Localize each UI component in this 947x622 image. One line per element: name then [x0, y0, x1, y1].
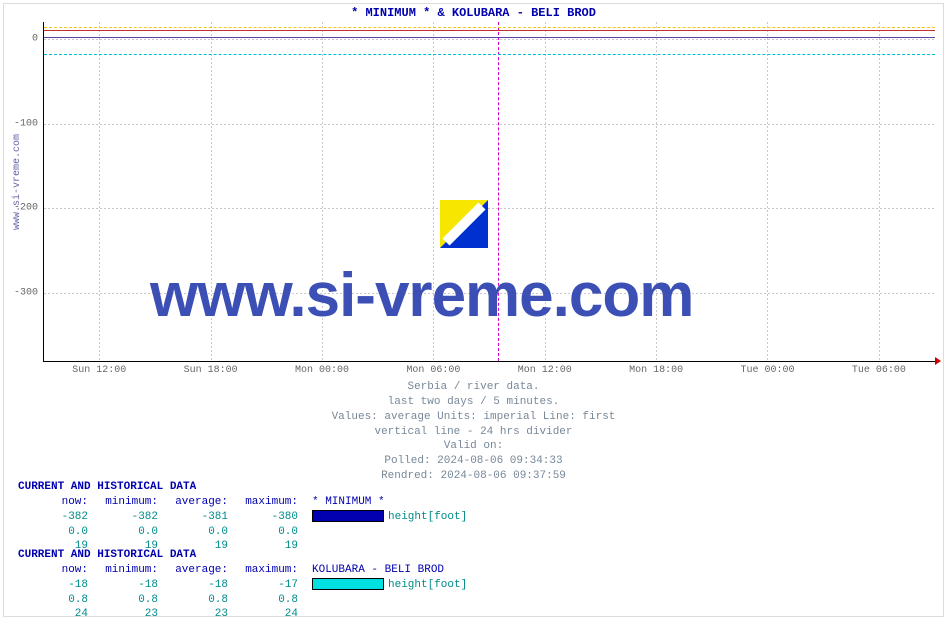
- col-header: now:: [18, 495, 88, 510]
- cell: 0.0: [18, 525, 88, 540]
- table-row: 0.00.00.00.0: [18, 525, 467, 540]
- x-tick-label: Mon 00:00: [295, 365, 349, 376]
- grid-h: [44, 124, 935, 125]
- table-title: CURRENT AND HISTORICAL DATA: [18, 548, 467, 563]
- legend-label: height[foot]: [388, 510, 467, 525]
- legend-swatch: [312, 510, 384, 522]
- series-min-yellow: [44, 27, 935, 28]
- cell: -17: [228, 578, 298, 593]
- caption-line: Serbia / river data.: [0, 380, 947, 395]
- cell: 0.8: [158, 593, 228, 608]
- cell: -382: [88, 510, 158, 525]
- y-tick-label: -100: [14, 118, 38, 129]
- table-row: 0.80.80.80.8: [18, 593, 467, 608]
- cell: 0.8: [18, 593, 88, 608]
- col-header: now:: [18, 563, 88, 578]
- col-header: maximum:: [228, 563, 298, 578]
- y-tick-label: 0: [32, 33, 38, 44]
- cell: 0.0: [88, 525, 158, 540]
- col-header: average:: [158, 563, 228, 578]
- cell: -380: [228, 510, 298, 525]
- x-tick-label: Mon 12:00: [518, 365, 572, 376]
- caption-block: Serbia / river data. last two days / 5 m…: [0, 380, 947, 484]
- cell: 0.0: [228, 525, 298, 540]
- cell: -18: [158, 578, 228, 593]
- series-kol-cyan: [44, 54, 935, 55]
- table-columns: now:minimum:average:maximum: KOLUBARA - B…: [18, 563, 467, 578]
- x-tick-label: Tue 06:00: [852, 365, 906, 376]
- x-axis-arrow: [935, 357, 941, 365]
- col-header: maximum:: [228, 495, 298, 510]
- watermark-logo: [440, 200, 488, 248]
- y-tick-label: -200: [14, 203, 38, 214]
- x-tick-label: Mon 18:00: [629, 365, 683, 376]
- chart-title: * MINIMUM * & KOLUBARA - BELI BROD: [0, 6, 947, 20]
- col-header: average:: [158, 495, 228, 510]
- series-min-red: [44, 30, 935, 31]
- caption-line: Values: average Units: imperial Line: fi…: [0, 410, 947, 425]
- table-row: -382-382-381-380height[foot]: [18, 510, 467, 525]
- grid-h: [44, 39, 935, 40]
- caption-line: vertical line - 24 hrs divider: [0, 425, 947, 440]
- cell: 0.8: [88, 593, 158, 608]
- caption-line: Valid on:: [0, 439, 947, 454]
- legend-label: height[foot]: [388, 578, 467, 593]
- cell: -18: [88, 578, 158, 593]
- grid-v: [99, 22, 100, 361]
- table-row: -18-18-18-17height[foot]: [18, 578, 467, 593]
- series-min-purple: [44, 37, 935, 38]
- cell: -381: [158, 510, 228, 525]
- cell: 0.8: [228, 593, 298, 608]
- grid-v: [767, 22, 768, 361]
- watermark-text: www.si-vreme.com: [150, 260, 693, 331]
- legend-swatch: [312, 578, 384, 590]
- data-table: CURRENT AND HISTORICAL DATAnow:minimum:a…: [18, 548, 467, 622]
- x-tick-label: Tue 00:00: [740, 365, 794, 376]
- col-header: minimum:: [88, 495, 158, 510]
- data-table: CURRENT AND HISTORICAL DATAnow:minimum:a…: [18, 480, 467, 554]
- station-name: * MINIMUM *: [312, 495, 385, 510]
- x-tick-label: Sun 18:00: [184, 365, 238, 376]
- cell: -18: [18, 578, 88, 593]
- col-header: minimum:: [88, 563, 158, 578]
- table-columns: now:minimum:average:maximum: * MINIMUM *: [18, 495, 467, 510]
- grid-v: [879, 22, 880, 361]
- station-name: KOLUBARA - BELI BROD: [312, 563, 444, 578]
- y-tick-label: -300: [14, 288, 38, 299]
- x-tick-label: Mon 06:00: [406, 365, 460, 376]
- caption-line: last two days / 5 minutes.: [0, 395, 947, 410]
- cell: 0.0: [158, 525, 228, 540]
- table-title: CURRENT AND HISTORICAL DATA: [18, 480, 467, 495]
- caption-line: Polled: 2024-08-06 09:34:33: [0, 454, 947, 469]
- cell: -382: [18, 510, 88, 525]
- x-tick-label: Sun 12:00: [72, 365, 126, 376]
- y-axis-label: www.si-vreme.com: [12, 134, 23, 230]
- grid-h: [44, 208, 935, 209]
